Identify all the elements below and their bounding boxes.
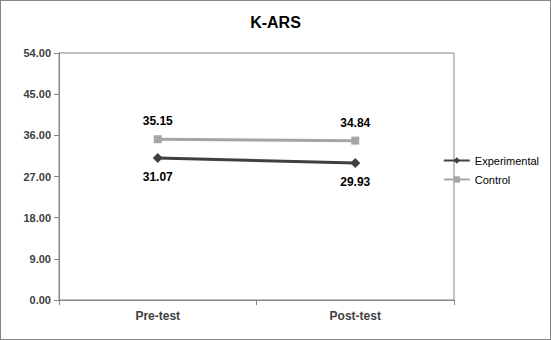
svg-text:31.07: 31.07 [143,170,173,184]
svg-text:34.84: 34.84 [340,116,370,130]
svg-text:54.00: 54.00 [23,47,51,59]
svg-text:18.00: 18.00 [23,212,51,224]
svg-text:Control: Control [475,174,510,186]
svg-text:36.00: 36.00 [23,129,51,141]
svg-text:27.00: 27.00 [23,171,51,183]
svg-text:35.15: 35.15 [143,114,173,128]
svg-text:Pre-test: Pre-test [135,309,180,323]
svg-text:9.00: 9.00 [30,253,51,265]
svg-text:Experimental: Experimental [475,155,539,167]
svg-text:29.93: 29.93 [340,175,370,189]
svg-text:0.00: 0.00 [30,294,51,306]
svg-text:45.00: 45.00 [23,88,51,100]
svg-text:Post-test: Post-test [330,309,381,323]
svg-text:K-ARS: K-ARS [250,14,301,31]
